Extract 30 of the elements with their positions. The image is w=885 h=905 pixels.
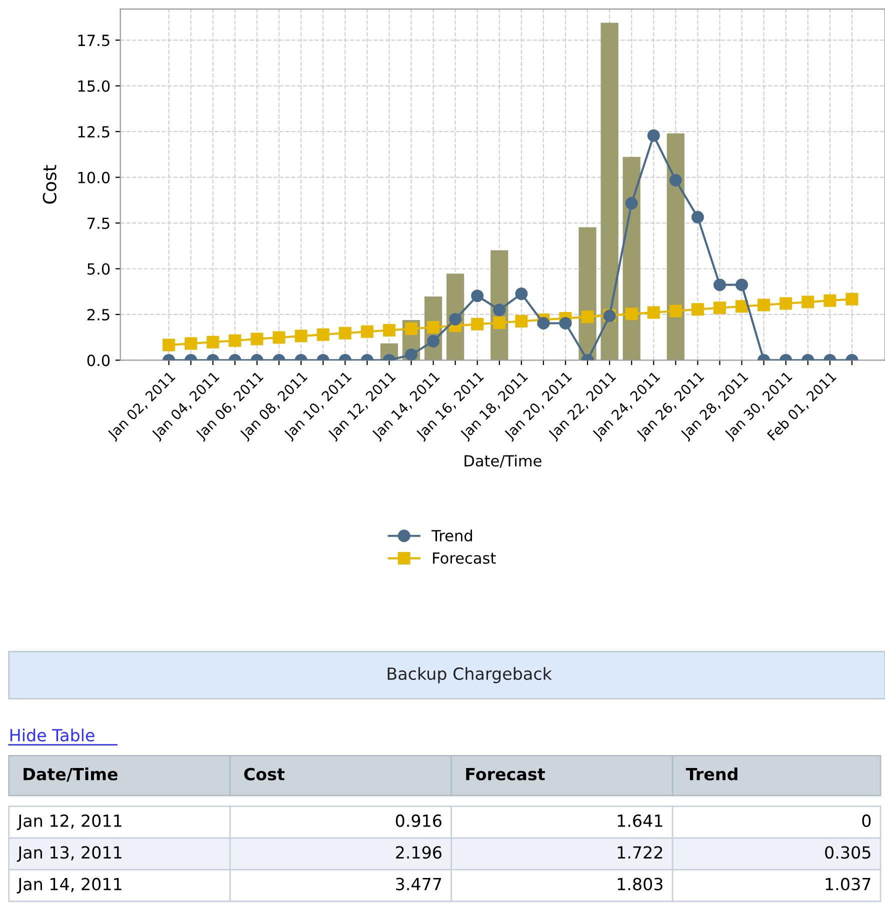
text: 2.196 [396, 846, 442, 859]
y-tick-label: 5.0 [88, 263, 110, 275]
x-axis-title: Date/Time [464, 454, 542, 468]
text: Jan 14, 2011 [16, 878, 122, 894]
text: Backup Chargeback [388, 667, 552, 684]
y-axis-title: Cost [42, 164, 56, 204]
text: 1.722 [618, 846, 662, 858]
text: Date/Time [24, 768, 118, 782]
y-tick-label: 17.5 [78, 34, 110, 46]
y-tick-label: 12.5 [78, 126, 110, 138]
y-tick-label: 10.0 [78, 172, 110, 184]
text: 0 [862, 814, 871, 828]
text: 0.305 [825, 846, 870, 859]
text: Hide Table [10, 728, 94, 742]
text: 1.037 [826, 878, 870, 890]
text: 0.916 [396, 814, 442, 828]
legend-label: Forecast [433, 552, 496, 564]
text: Jan 13, 2011 [16, 846, 122, 862]
text: 1.803 [618, 878, 662, 890]
text: Forecast [466, 768, 545, 780]
text: Jan 12, 2011 [16, 814, 122, 830]
text: Cost [244, 768, 285, 780]
y-tick-label: 0.0 [87, 354, 110, 366]
text: Trend [686, 768, 738, 780]
legend-label: Trend [432, 530, 472, 542]
text: 1.641 [618, 814, 662, 828]
y-tick-label: 7.5 [88, 218, 110, 230]
y-tick-label: 2.5 [87, 308, 110, 320]
text: 3.477 [396, 878, 442, 890]
y-tick-label: 15.0 [78, 80, 110, 92]
